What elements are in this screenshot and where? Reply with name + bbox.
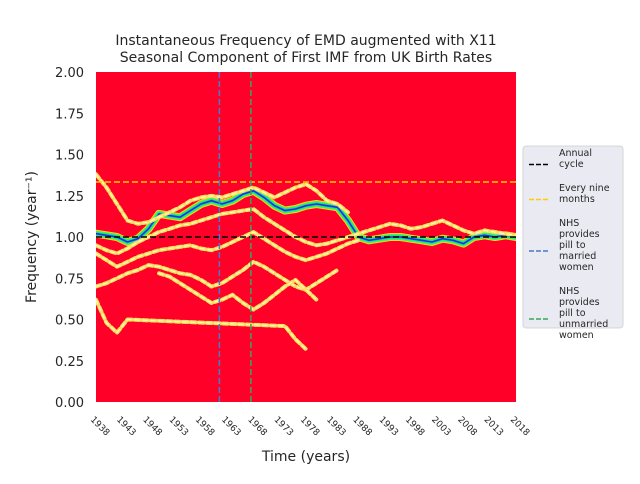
x-tick-label: 1988 bbox=[350, 415, 373, 438]
y-tick-label: 0.75 bbox=[55, 272, 84, 287]
y-tick-label: 1.25 bbox=[55, 190, 84, 205]
legend-box bbox=[522, 145, 624, 329]
ridge-middle bbox=[96, 207, 516, 256]
legend-entry-4: NHS provides pill to unmarried women bbox=[529, 286, 608, 341]
ridge-middle-stroke bbox=[96, 208, 516, 255]
x-tick-label: 1948 bbox=[140, 415, 163, 438]
chart-title-line-2: Seasonal Component of First IMF from UK … bbox=[120, 50, 492, 66]
x-axis-label: Time (years) bbox=[261, 449, 350, 465]
ridge-upper bbox=[96, 172, 350, 226]
ridge-lower-b-stroke bbox=[96, 261, 339, 291]
legend: Annual cycle Every nine months NHS provides pi… bbox=[522, 145, 624, 341]
ridge-sparse-stroke bbox=[96, 299, 307, 350]
ridge-lower-c bbox=[157, 271, 319, 312]
ridge-lower-a-stroke bbox=[96, 231, 360, 268]
x-tick-label: 1943 bbox=[114, 415, 137, 438]
ridge-lower-c-stroke bbox=[158, 272, 318, 311]
y-tick-label: 0.25 bbox=[55, 355, 84, 370]
y-tick-label: 0.50 bbox=[55, 314, 84, 329]
x-axis-ticks: 1938 1943 1948 1953 1958 1963 1968 1973 1978 1983… bbox=[88, 415, 531, 438]
x-tick-label: 2013 bbox=[482, 415, 505, 438]
ridge-lower-b bbox=[96, 259, 340, 292]
x-tick-label: 2003 bbox=[429, 415, 452, 438]
y-axis-ticks: 0.00 0.25 0.50 0.75 1.00 1.25 1.50 1.75 2.00 bbox=[55, 66, 84, 411]
chart-title-line-1: Instantaneous Frequency of EMD augmented… bbox=[115, 33, 496, 49]
legend-label: Every nine months bbox=[559, 183, 610, 205]
legend-entry-1: Annual cycle bbox=[529, 148, 592, 170]
y-tick-label: 0.00 bbox=[55, 396, 84, 411]
legend-label: NHS provides pill to married women bbox=[559, 218, 600, 273]
y-axis-label: Frequency (year⁻¹) bbox=[24, 171, 40, 303]
y-tick-label: 1.50 bbox=[55, 149, 84, 164]
x-tick-label: 1993 bbox=[377, 415, 400, 438]
x-tick-label: 1963 bbox=[219, 415, 242, 438]
x-tick-label: 1958 bbox=[193, 415, 216, 438]
x-tick-label: 2008 bbox=[455, 415, 478, 438]
y-tick-label: 2.00 bbox=[55, 66, 84, 81]
ridge-upper-stroke bbox=[96, 173, 349, 225]
x-tick-label: 1978 bbox=[298, 415, 321, 438]
x-tick-label: 1973 bbox=[272, 415, 295, 438]
legend-entry-2: Every nine months bbox=[529, 183, 610, 205]
x-tick-label: 1983 bbox=[324, 415, 347, 438]
x-tick-label: 1938 bbox=[88, 415, 111, 438]
x-tick-label: 1968 bbox=[245, 415, 268, 438]
legend-label: Annual cycle bbox=[559, 148, 592, 170]
x-tick-label: 1998 bbox=[403, 415, 426, 438]
ridge-sparse bbox=[96, 297, 308, 352]
y-tick-label: 1.00 bbox=[55, 231, 84, 246]
ridge-layer bbox=[96, 172, 516, 352]
x-tick-label: 2018 bbox=[508, 415, 531, 438]
plot-area bbox=[96, 72, 516, 402]
ridge-lower-a bbox=[96, 230, 361, 269]
legend-label: NHS provides pill to unmarried women bbox=[559, 286, 608, 341]
legend-entry-3: NHS provides pill to married women bbox=[529, 218, 600, 273]
x-tick-label: 1953 bbox=[167, 415, 190, 438]
y-tick-label: 1.75 bbox=[55, 107, 84, 122]
reference-line-layer bbox=[96, 72, 516, 402]
